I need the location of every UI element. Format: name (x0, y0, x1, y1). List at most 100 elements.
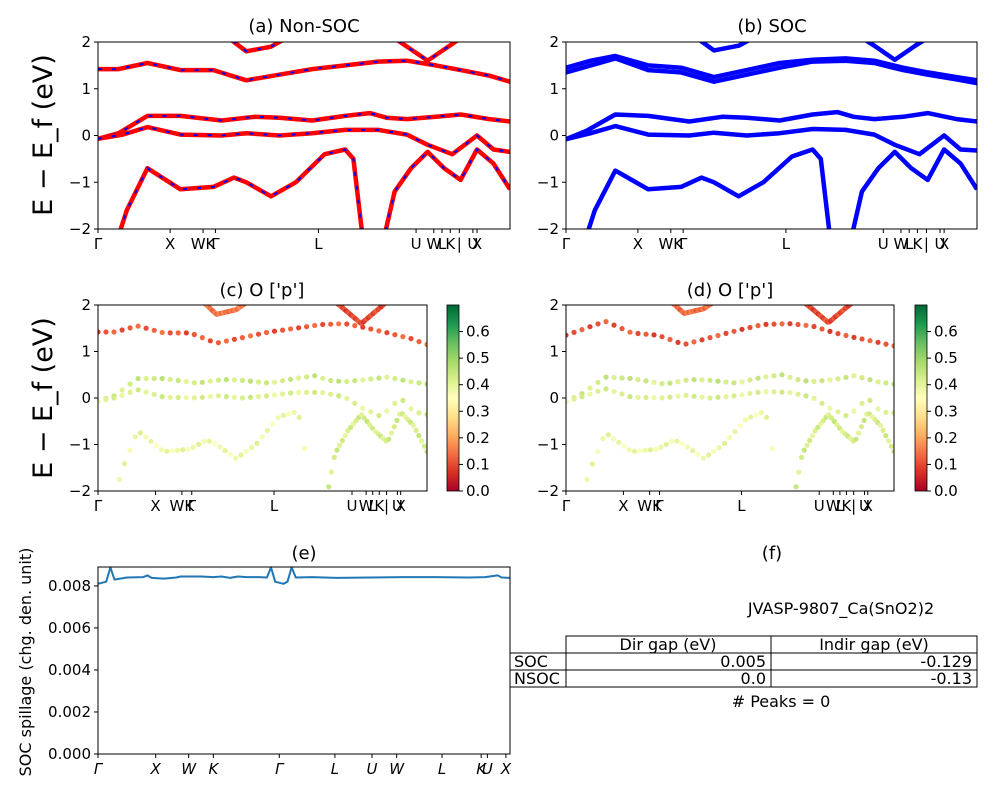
projection-point (215, 377, 221, 383)
projection-point (424, 381, 427, 387)
projection-point (801, 300, 806, 305)
projection-point (603, 374, 609, 380)
projection-point (159, 329, 165, 336)
projection-point (336, 321, 342, 327)
projection-point (288, 376, 294, 382)
projection-point (280, 391, 286, 397)
projection-point (194, 293, 199, 298)
projection-point (103, 397, 109, 403)
ytick-label: 0.008 (48, 577, 91, 595)
projection-point (888, 443, 894, 449)
projection-point (667, 380, 673, 386)
projection-point (627, 375, 633, 381)
projection-point (853, 436, 859, 442)
projection-point (238, 452, 244, 458)
projection-point (891, 448, 894, 455)
projection-point (684, 444, 691, 450)
projection-point (127, 325, 133, 331)
panel-a-ylabel: E − E_f (eV) (28, 54, 59, 216)
gap-table: Dir gap (eV) Indir gap (eV) SOC 0.005 -0… (509, 635, 978, 688)
projection-point (183, 395, 189, 401)
projection-point (167, 394, 173, 400)
projection-point (851, 300, 856, 305)
projection-point (255, 379, 262, 385)
ytick-label: −1 (69, 173, 91, 191)
colorbar-tick-label: 0.5 (466, 349, 490, 367)
projection-point (288, 326, 294, 332)
projection-point (191, 395, 197, 401)
projection-point (883, 380, 889, 386)
projection-point (763, 389, 769, 395)
projection-point (296, 389, 302, 395)
projection-point (627, 394, 633, 400)
projection-point (127, 447, 133, 453)
projection-point (239, 335, 245, 341)
xtick-label: K (912, 235, 923, 253)
projection-point (707, 335, 713, 341)
projection-point (127, 389, 133, 395)
projection-point (263, 380, 270, 386)
projection-point (121, 461, 128, 467)
table-cell-nsoc-indir: -0.13 (931, 669, 972, 688)
projection-point (336, 393, 342, 399)
band-line-soc (566, 56, 977, 86)
table-cell-soc-indir: -0.129 (920, 652, 972, 671)
ytick-label: 0.002 (48, 703, 91, 721)
xtick-label: L (905, 235, 914, 253)
projection-point (706, 452, 712, 458)
colorbar-tick-label: 0.6 (466, 323, 490, 341)
ytick-label: 2 (549, 296, 559, 314)
projection-point (662, 293, 667, 298)
projection-point (324, 499, 329, 504)
projection-point (111, 329, 117, 335)
panel-c-frame (97, 304, 428, 492)
projection-point (643, 394, 649, 401)
projection-point (748, 414, 754, 420)
xtick-label: X (863, 497, 873, 515)
colorbar-tick-label: 0.3 (934, 402, 958, 420)
projection-point (368, 326, 374, 332)
band-line-nonsoc-dash (98, 112, 510, 140)
xtick-label: U (467, 235, 478, 253)
projection-point (795, 321, 801, 328)
projection-point (183, 379, 189, 385)
projection-point (627, 329, 633, 335)
xtick-label: Γ (188, 497, 197, 515)
projection-point (877, 422, 884, 428)
projection-point (683, 392, 689, 398)
projection-point (769, 445, 775, 452)
projection-point (408, 406, 414, 412)
projection-point (143, 389, 149, 395)
projection-point (280, 378, 286, 384)
xtick-label: Γ (655, 497, 664, 515)
projection-point (619, 391, 625, 397)
projection-point (651, 379, 657, 385)
projection-point (320, 375, 326, 381)
projection-point (691, 377, 697, 383)
projection-point (180, 447, 186, 453)
xtick-label: U (411, 235, 422, 253)
projection-point (883, 341, 889, 347)
projection-point (739, 392, 745, 398)
projection-point (424, 341, 427, 348)
projection-point (247, 333, 254, 339)
projection-point (207, 338, 213, 344)
projection-point (665, 296, 670, 301)
projection-point (819, 400, 825, 406)
band-line-nonsoc-dash (232, 42, 282, 53)
projection-point (835, 331, 841, 337)
ytick-label: −1 (537, 173, 559, 191)
projection-point (775, 502, 780, 507)
projection-point (753, 412, 759, 418)
ytick-label: 0.006 (48, 619, 91, 637)
projection-point (242, 305, 247, 307)
projection-point (326, 484, 332, 490)
projection-point (137, 430, 143, 436)
xtick-label: X (150, 497, 160, 515)
projection-point (798, 454, 805, 460)
projection-point (651, 395, 657, 401)
projection-point (779, 372, 785, 378)
projection-point (203, 305, 205, 306)
ytick-label: 1 (549, 343, 559, 361)
